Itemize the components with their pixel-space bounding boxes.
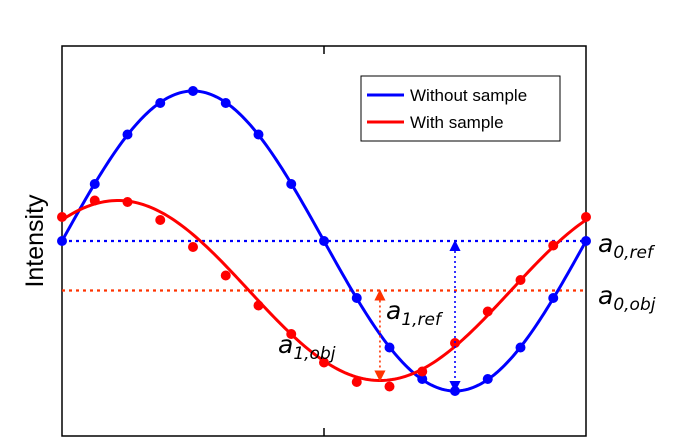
data-point-with-sample bbox=[319, 357, 329, 368]
reference-lines bbox=[62, 239, 586, 292]
legend-label-without-sample: Without sample bbox=[410, 86, 527, 105]
data-point-without-sample bbox=[253, 129, 264, 140]
data-point-with-sample bbox=[253, 300, 264, 311]
data-point-with-sample bbox=[515, 275, 526, 285]
data-point-with-sample bbox=[220, 270, 231, 281]
legend: Without sample With sample bbox=[360, 75, 561, 142]
series-layer bbox=[57, 86, 591, 396]
data-point-with-sample bbox=[286, 329, 297, 339]
annotation-a1-obj: a1,obj bbox=[278, 330, 336, 364]
data-point-with-sample bbox=[581, 212, 591, 222]
data-point-without-sample bbox=[482, 374, 493, 384]
amplitude-arrows bbox=[374, 239, 461, 393]
data-point-without-sample bbox=[581, 236, 591, 246]
y-axis-label: Intensity bbox=[21, 194, 49, 288]
data-point-with-sample bbox=[122, 197, 133, 207]
annotation-a0-ref: a0,ref bbox=[598, 229, 656, 263]
data-point-without-sample bbox=[384, 342, 395, 353]
data-point-with-sample bbox=[482, 306, 493, 317]
data-point-without-sample bbox=[351, 293, 362, 303]
legend-label-with-sample: With sample bbox=[410, 113, 504, 132]
data-point-with-sample bbox=[417, 366, 428, 377]
data-point-without-sample bbox=[122, 129, 133, 140]
data-point-without-sample bbox=[89, 179, 100, 189]
annotation-a0-obj: a0,obj bbox=[598, 281, 656, 315]
data-point-with-sample bbox=[155, 215, 166, 225]
data-point-with-sample bbox=[57, 212, 67, 222]
annotation-a1-ref: a1,ref bbox=[386, 296, 444, 330]
data-point-without-sample bbox=[515, 342, 526, 353]
data-point-without-sample bbox=[57, 236, 67, 246]
data-point-with-sample bbox=[548, 240, 559, 251]
data-point-with-sample bbox=[351, 377, 362, 387]
data-point-without-sample bbox=[319, 236, 329, 246]
data-point-with-sample bbox=[384, 381, 395, 392]
data-point-without-sample bbox=[548, 293, 559, 303]
data-point-without-sample bbox=[188, 86, 198, 96]
data-point-with-sample bbox=[89, 195, 100, 206]
data-point-without-sample bbox=[220, 98, 231, 108]
data-point-with-sample bbox=[188, 242, 198, 252]
data-point-without-sample bbox=[155, 98, 166, 108]
legend-box bbox=[360, 75, 561, 142]
data-point-without-sample bbox=[417, 374, 428, 384]
data-point-without-sample bbox=[286, 179, 297, 189]
